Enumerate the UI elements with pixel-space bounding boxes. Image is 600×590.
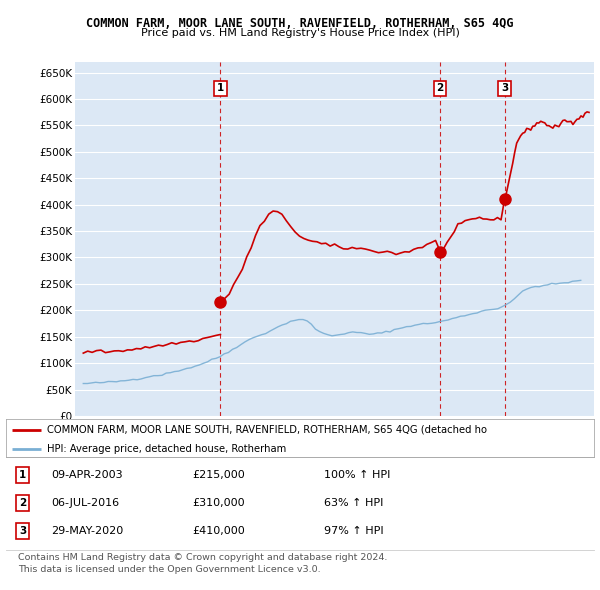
Text: Contains HM Land Registry data © Crown copyright and database right 2024.
This d: Contains HM Land Registry data © Crown c… bbox=[18, 553, 388, 573]
Text: 3: 3 bbox=[501, 83, 508, 93]
Text: 09-APR-2003: 09-APR-2003 bbox=[51, 470, 122, 480]
Text: 29-MAY-2020: 29-MAY-2020 bbox=[51, 526, 123, 536]
Text: £410,000: £410,000 bbox=[192, 526, 245, 536]
Text: 1: 1 bbox=[19, 470, 26, 480]
Text: 97% ↑ HPI: 97% ↑ HPI bbox=[324, 526, 383, 536]
Text: COMMON FARM, MOOR LANE SOUTH, RAVENFIELD, ROTHERHAM, S65 4QG: COMMON FARM, MOOR LANE SOUTH, RAVENFIELD… bbox=[86, 17, 514, 30]
Text: 06-JUL-2016: 06-JUL-2016 bbox=[51, 498, 119, 507]
Text: Price paid vs. HM Land Registry's House Price Index (HPI): Price paid vs. HM Land Registry's House … bbox=[140, 28, 460, 38]
Text: £310,000: £310,000 bbox=[192, 498, 245, 507]
Text: 2: 2 bbox=[436, 83, 443, 93]
Text: HPI: Average price, detached house, Rotherham: HPI: Average price, detached house, Roth… bbox=[47, 444, 286, 454]
Text: 3: 3 bbox=[19, 526, 26, 536]
Text: £215,000: £215,000 bbox=[192, 470, 245, 480]
Text: 1: 1 bbox=[217, 83, 224, 93]
Text: COMMON FARM, MOOR LANE SOUTH, RAVENFIELD, ROTHERHAM, S65 4QG (detached ho: COMMON FARM, MOOR LANE SOUTH, RAVENFIELD… bbox=[47, 425, 487, 435]
Text: 63% ↑ HPI: 63% ↑ HPI bbox=[324, 498, 383, 507]
Text: 100% ↑ HPI: 100% ↑ HPI bbox=[324, 470, 391, 480]
Text: 2: 2 bbox=[19, 498, 26, 507]
